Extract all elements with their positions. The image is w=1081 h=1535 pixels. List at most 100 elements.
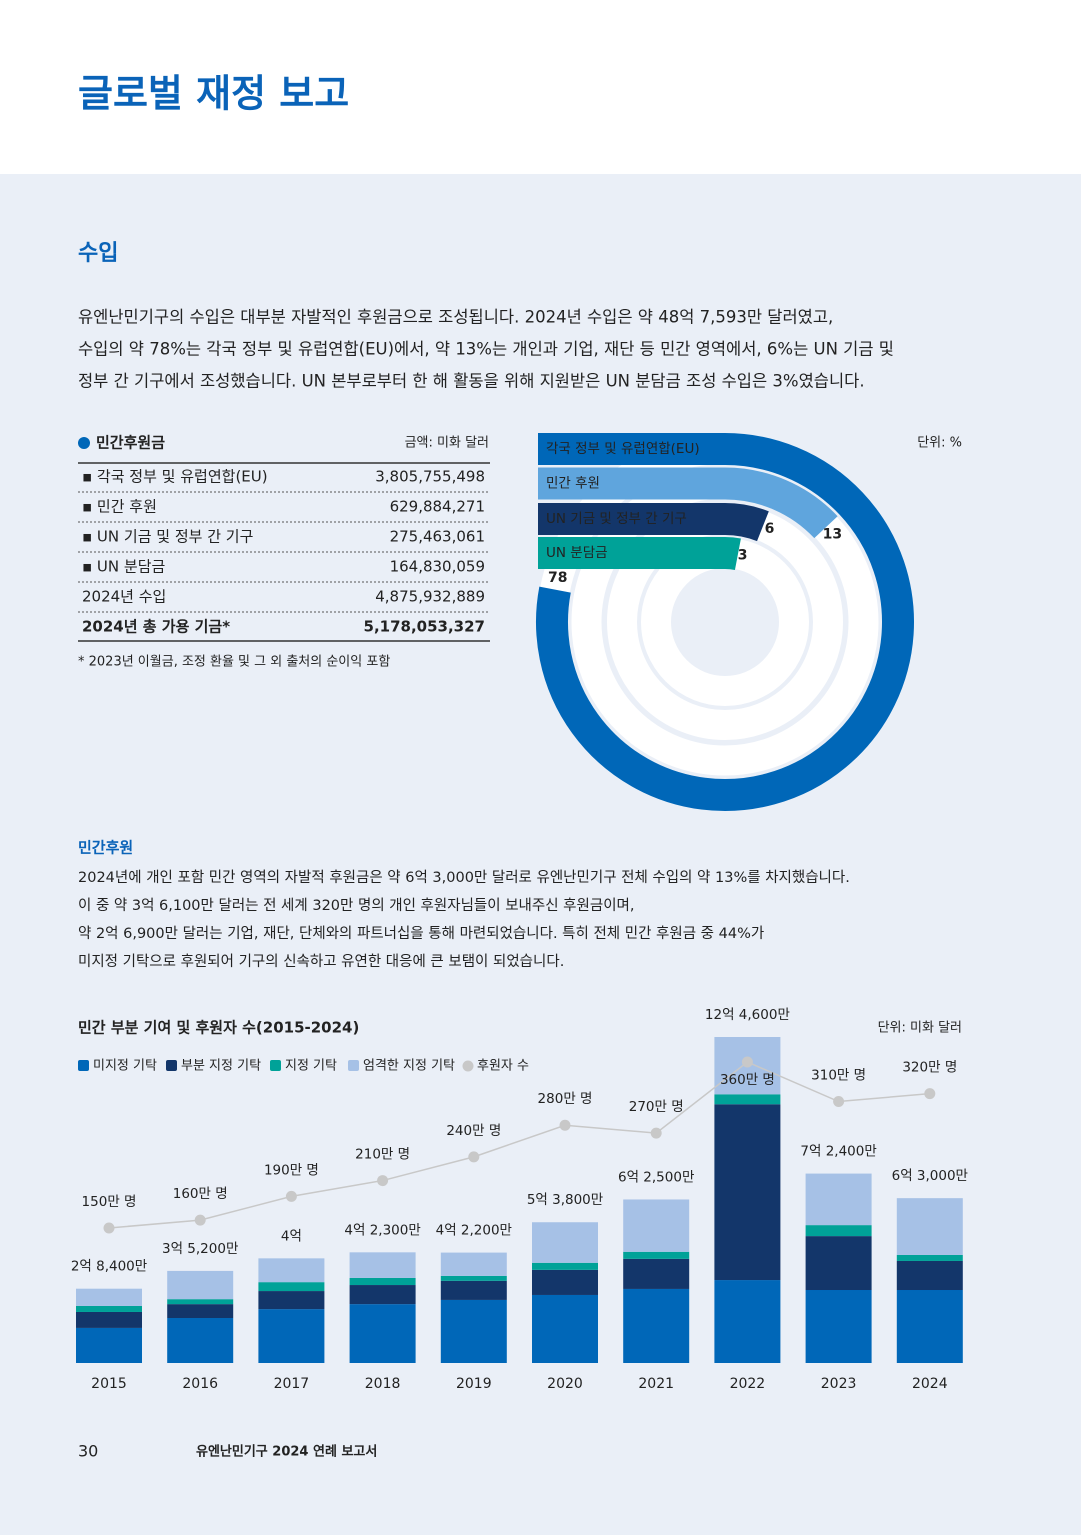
legend-marker: [78, 1060, 89, 1071]
row-label: ▪ 민간 후원: [82, 498, 157, 516]
bar-segment: [349, 1285, 416, 1305]
total-label: 4억 2,300만: [344, 1222, 420, 1238]
paragraph-line: 2024년에 개인 포함 민간 영역의 자발적 후원금은 약 6억 3,000만…: [78, 869, 850, 886]
section-heading: 수입: [78, 241, 118, 266]
donor-label: 190만 명: [264, 1162, 319, 1178]
donor-point: [377, 1175, 389, 1187]
bar-segment: [805, 1236, 872, 1291]
value-label: 3: [738, 547, 748, 563]
row-label: 2024년 수입: [82, 588, 166, 606]
publication: 유엔난민기구 2024 연례 보고서: [196, 1444, 377, 1460]
total-label: 2억 8,400만: [71, 1259, 147, 1275]
total-label: 6억 2,500만: [618, 1169, 694, 1185]
bar-segment: [440, 1252, 507, 1276]
bar-segment: [76, 1311, 142, 1328]
x-tick-label: 2021: [638, 1376, 674, 1392]
page-number: 30: [78, 1442, 98, 1461]
bar-segment: [623, 1288, 690, 1363]
bar-segment: [896, 1290, 963, 1363]
header-bg: [0, 0, 1081, 174]
donor-point: [194, 1214, 206, 1226]
total-label: 4억 2,200만: [436, 1223, 512, 1239]
legend-label: 지정 기탁: [285, 1059, 337, 1074]
bar-segment: [167, 1299, 234, 1305]
donor-label: 270만 명: [629, 1099, 684, 1115]
donor-label: 210만 명: [355, 1147, 410, 1163]
ring-label: UN 분담금: [546, 545, 608, 561]
legend-marker: [166, 1060, 177, 1071]
total-label: 5억 3,800만: [527, 1192, 603, 1208]
row-value: 275,463,061: [390, 528, 485, 546]
total-label: 3억 5,200만: [162, 1241, 238, 1257]
bar-chart: 민간 부분 기여 및 후원자 수(2015-2024) 단위: 미화 달러 미지…: [71, 1007, 968, 1392]
chart-title: 민간 부분 기여 및 후원자 수(2015-2024): [78, 1019, 359, 1037]
row-label: ▪ UN 기금 및 정부 간 기구: [82, 528, 253, 546]
paragraph-line: 정부 간 기구에서 조성했습니다. UN 본부로부터 한 해 활동을 위해 지원…: [78, 372, 865, 391]
row-label: ▪ UN 분담금: [82, 558, 166, 576]
bar-segment: [258, 1291, 325, 1310]
bar-segment: [896, 1198, 963, 1255]
ring-bar: [538, 503, 769, 542]
x-tick-label: 2024: [912, 1376, 948, 1392]
bar-segment: [714, 1104, 781, 1281]
bar-segment: [76, 1305, 142, 1312]
donor-point: [650, 1127, 662, 1139]
bar-segment: [532, 1294, 598, 1363]
ring-bar: [538, 537, 741, 571]
footnote: * 2023년 이월금, 조정 환율 및 그 외 출처의 순이익 포함: [78, 655, 390, 670]
bar-segment: [532, 1269, 598, 1295]
radial-chart: 단위: % 각국 정부 및 유럽연합(EU) 78 민간 후원 13 UN 기금 및 정…: [536, 433, 962, 811]
bar-segment: [623, 1199, 690, 1252]
bar-segment: [623, 1258, 690, 1289]
table: 민간후원금 금액: 미화 달러 ▪ 각국 정부 및 유럽연합(EU) 3,805,…: [78, 434, 490, 670]
legend-label: 미지정 기탁: [93, 1059, 157, 1074]
bar-segment: [167, 1317, 234, 1363]
row-value: 5,178,053,327: [364, 618, 485, 636]
total-label: 6억 3,000만: [892, 1168, 968, 1184]
bar-segment: [349, 1304, 416, 1363]
bar-segment: [896, 1260, 963, 1291]
unit-label: 단위: 미화 달러: [878, 1021, 962, 1036]
paragraph-line: 약 2억 6,900만 달러는 기업, 재단, 단체와의 파트너십을 통해 마련…: [78, 925, 764, 942]
row-label: 2024년 총 가용 기금*: [82, 618, 230, 636]
donor-point: [285, 1190, 297, 1202]
bullet: [78, 437, 90, 449]
donor-label: 160만 명: [173, 1186, 228, 1202]
legend-label: 후원자 수: [477, 1059, 529, 1074]
bar-segment: [349, 1252, 416, 1278]
ring-bar: [538, 467, 838, 539]
legend-marker: [348, 1060, 359, 1071]
bar-segment: [258, 1258, 325, 1283]
subheading: 민간후원: [78, 839, 133, 857]
table-body: ▪ 각국 정부 및 유럽연합(EU) 3,805,755,498 ▪ 민간 후원 62…: [78, 468, 490, 636]
x-tick-label: 2019: [456, 1376, 492, 1392]
donor-label: 310만 명: [811, 1068, 866, 1084]
donor-label: 360만 명: [720, 1072, 775, 1088]
bar-segment: [440, 1280, 507, 1300]
value-label: 13: [823, 526, 842, 542]
donor-label: 280만 명: [538, 1091, 593, 1107]
bar-segment: [805, 1290, 872, 1363]
bar-segment: [76, 1327, 142, 1363]
table-unit: 금액: 미화 달러: [405, 436, 489, 451]
bar-segment: [805, 1225, 872, 1237]
ring-label: 민간 후원: [546, 476, 600, 492]
row-value: 3,805,755,498: [375, 468, 485, 486]
total-label: 12억 4,600만: [705, 1007, 790, 1023]
paragraph-line: 수입의 약 78%는 각국 정부 및 유럽연합(EU)에서, 약 13%는 개인…: [78, 340, 894, 359]
bar-segment: [349, 1277, 416, 1286]
bar-segment: [714, 1094, 781, 1105]
bar-segment: [258, 1282, 325, 1292]
donor-point: [559, 1119, 571, 1131]
paragraph-line: 이 중 약 3억 6,100만 달러는 전 세계 320만 명의 개인 후원자님…: [78, 897, 634, 914]
legend-marker: [462, 1060, 474, 1072]
paragraph-line: 미지정 기탁으로 후원되어 기구의 신속하고 유연한 대응에 큰 보탬이 되었습…: [78, 953, 564, 970]
row-value: 629,884,271: [390, 498, 485, 516]
donor-point: [833, 1096, 845, 1108]
bar-segment: [896, 1254, 963, 1261]
value-label: 78: [548, 570, 567, 586]
bar-segment: [167, 1304, 234, 1318]
bar-segment: [805, 1173, 872, 1226]
ring-label: UN 기금 및 정부 간 기구: [546, 511, 687, 527]
